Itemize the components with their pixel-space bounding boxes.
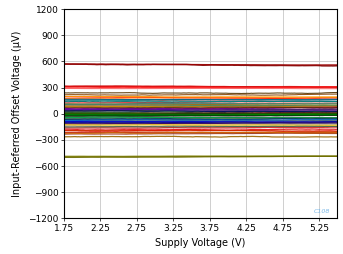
Y-axis label: Input-Referred Offset Voltage (µV): Input-Referred Offset Voltage (µV) [12,30,22,197]
X-axis label: Supply Voltage (V): Supply Voltage (V) [155,239,246,248]
Text: C108: C108 [314,209,331,214]
